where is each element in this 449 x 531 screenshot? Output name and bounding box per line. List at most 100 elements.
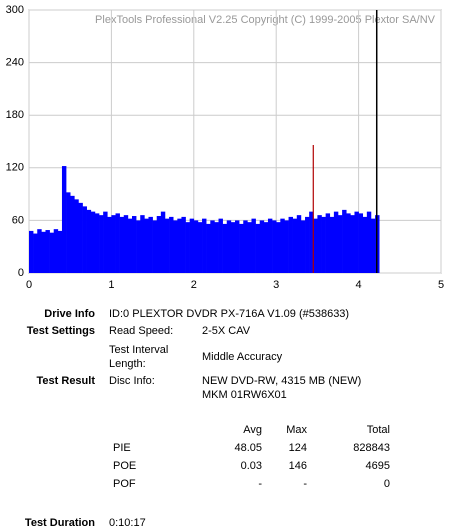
bar	[173, 220, 178, 273]
bar	[243, 220, 248, 273]
value: NEW DVD-RW, 4315 MB (NEW)	[202, 375, 362, 387]
bar	[115, 213, 120, 273]
cell: 48.05	[234, 442, 262, 454]
bar	[202, 218, 207, 273]
bar	[251, 218, 256, 273]
bar	[346, 213, 351, 273]
bar	[78, 202, 83, 273]
cell: 0.03	[240, 460, 262, 472]
label: Test Settings	[26, 325, 95, 337]
bar	[70, 195, 75, 273]
bar	[276, 222, 281, 273]
bar	[169, 216, 174, 273]
bar	[61, 166, 67, 273]
bar	[333, 211, 339, 273]
bar	[272, 220, 277, 273]
bar	[255, 223, 261, 273]
bar	[185, 222, 190, 273]
bar	[247, 222, 252, 273]
x-tick-label: 5	[438, 279, 444, 291]
bar	[197, 222, 203, 273]
bar	[342, 209, 347, 273]
x-tick-label: 0	[26, 279, 32, 291]
bar	[267, 218, 273, 273]
cell: 828843	[353, 442, 390, 454]
label: Disc Info:	[109, 375, 155, 387]
bar	[296, 215, 302, 273]
bar	[354, 211, 359, 273]
bar	[103, 211, 108, 273]
bar	[305, 216, 310, 273]
bar	[218, 218, 223, 273]
chart-title: PlexTools Professional V2.25 Copyright (…	[95, 14, 436, 26]
label: Test Interval Length:	[109, 344, 169, 370]
bar	[189, 218, 195, 273]
label: Test Result	[36, 375, 95, 387]
bar	[107, 216, 112, 273]
bar	[90, 211, 96, 273]
bar	[99, 215, 104, 273]
bar	[239, 223, 244, 273]
bar	[206, 223, 211, 273]
cell: 146	[288, 460, 307, 472]
column-header: Avg	[243, 424, 262, 436]
label: Read Speed:	[109, 325, 174, 337]
bar	[350, 215, 355, 273]
bar	[284, 220, 289, 273]
bar	[222, 223, 228, 273]
bar	[144, 218, 149, 273]
bar	[119, 216, 125, 273]
bar	[53, 229, 59, 273]
bar	[127, 218, 133, 273]
bar	[321, 216, 326, 273]
x-tick-label: 4	[356, 279, 362, 291]
row-label: POE	[113, 460, 137, 472]
bar	[136, 220, 141, 273]
value: MKM 01RW6X01	[202, 389, 287, 401]
row-label: PIE	[113, 442, 131, 454]
bar	[111, 215, 116, 273]
bar	[259, 220, 265, 273]
value: Middle Accuracy	[202, 351, 283, 363]
y-tick-label: 120	[6, 162, 24, 174]
bar	[29, 230, 34, 273]
bar	[230, 222, 236, 273]
x-tick-label: 3	[273, 279, 279, 291]
bar	[263, 222, 269, 273]
bar	[33, 233, 38, 273]
bar	[358, 213, 364, 273]
cell: -	[303, 478, 307, 490]
bar	[148, 216, 153, 273]
row-label: POF	[113, 478, 136, 490]
value: 2-5X CAV	[202, 325, 251, 337]
y-tick-label: 0	[18, 267, 24, 279]
bar	[74, 199, 79, 273]
bar	[338, 215, 343, 273]
value: ID:0 PLEXTOR DVDR PX-716A V1.09 (#538633…	[109, 308, 350, 320]
x-tick-label: 2	[191, 279, 197, 291]
bar	[123, 215, 129, 273]
bar	[66, 192, 71, 273]
bar	[37, 229, 42, 273]
chart: PlexTools Professional V2.25 Copyright (…	[6, 4, 444, 291]
bar	[82, 206, 87, 273]
bar	[235, 220, 240, 273]
bar	[160, 211, 166, 273]
bar	[280, 218, 285, 273]
column-header: Max	[286, 424, 307, 436]
y-tick-label: 180	[6, 109, 24, 121]
bar	[181, 216, 186, 273]
bar	[317, 215, 322, 273]
bar	[292, 218, 298, 273]
y-tick-label: 240	[6, 57, 24, 69]
bar	[152, 220, 158, 273]
bar	[49, 232, 55, 273]
bar	[300, 220, 306, 273]
bar	[193, 220, 199, 273]
bar	[370, 218, 376, 273]
bar	[214, 222, 219, 273]
bar	[132, 216, 137, 273]
bar	[140, 215, 145, 273]
y-tick-label: 300	[6, 4, 24, 16]
value: 0:10:17	[109, 517, 146, 529]
